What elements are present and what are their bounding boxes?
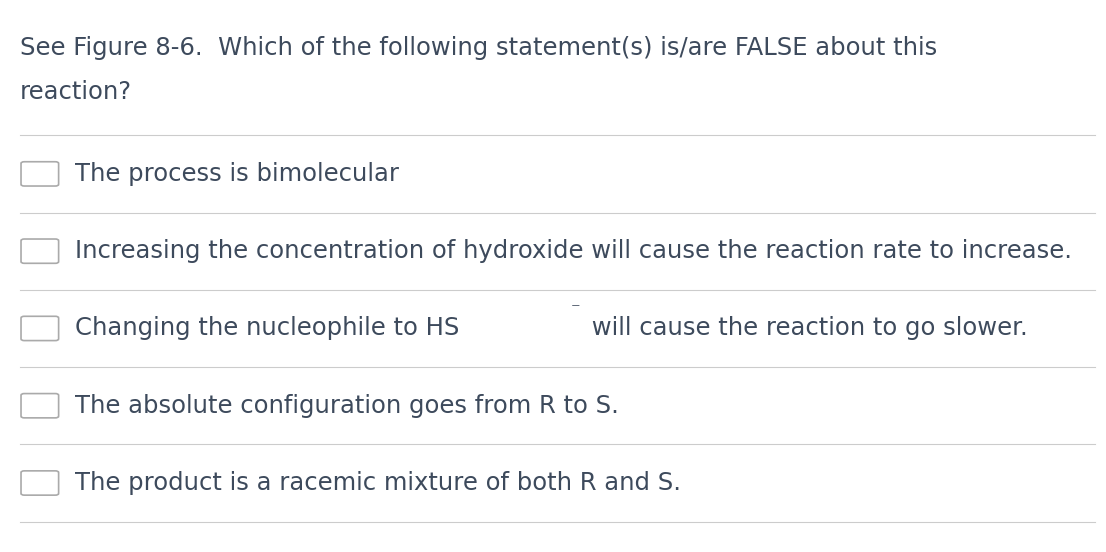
FancyBboxPatch shape: [21, 162, 59, 186]
Text: will cause the reaction to go slower.: will cause the reaction to go slower.: [584, 316, 1027, 341]
Text: reaction?: reaction?: [20, 80, 132, 104]
Text: Changing the nucleophile to HS: Changing the nucleophile to HS: [75, 316, 460, 341]
Text: The process is bimolecular: The process is bimolecular: [75, 162, 399, 186]
FancyBboxPatch shape: [21, 394, 59, 418]
FancyBboxPatch shape: [21, 239, 59, 263]
Text: The absolute configuration goes from R to S.: The absolute configuration goes from R t…: [75, 394, 619, 418]
Text: The product is a racemic mixture of both R and S.: The product is a racemic mixture of both…: [75, 471, 681, 495]
FancyBboxPatch shape: [21, 316, 59, 341]
Text: ⁻: ⁻: [571, 301, 581, 319]
FancyBboxPatch shape: [21, 471, 59, 495]
Text: Increasing the concentration of hydroxide will cause the reaction rate to increa: Increasing the concentration of hydroxid…: [75, 239, 1072, 263]
Text: See Figure 8-6.  Which of the following statement(s) is/are FALSE about this: See Figure 8-6. Which of the following s…: [20, 36, 937, 60]
